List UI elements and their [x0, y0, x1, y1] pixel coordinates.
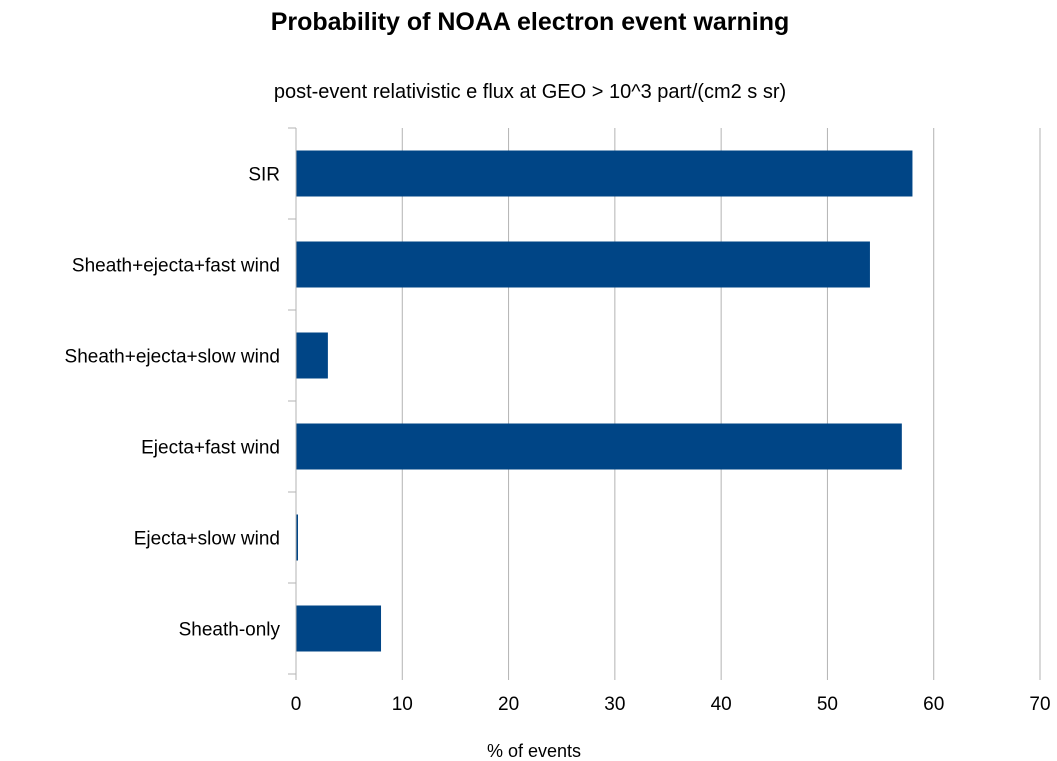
bar-sheath-ejecta-slow-wind	[296, 332, 328, 379]
category-label: Ejecta+slow wind	[134, 529, 280, 550]
x-tick-label: 0	[291, 694, 302, 715]
bar-ejecta-fast-wind	[296, 423, 902, 470]
bar-ejecta-slow-wind	[296, 514, 298, 561]
bar-sir	[296, 150, 913, 197]
x-tick-label: 50	[817, 694, 838, 715]
bars	[296, 150, 913, 652]
grid-lines	[295, 128, 1041, 674]
category-label: Sheath+ejecta+fast wind	[72, 256, 280, 277]
x-tick-label: 20	[498, 694, 519, 715]
x-tick-label: 30	[604, 694, 625, 715]
chart-subtitle: post-event relativistic e flux at GEO > …	[274, 81, 786, 103]
x-tick-label: 10	[392, 694, 413, 715]
chart-title: Probability of NOAA electron event warni…	[271, 8, 790, 36]
axis-labels: 0 10 20 30 40 50 60 70 SIR Sheath+ejecta+fast win…	[65, 165, 1051, 716]
category-label: Sheath-only	[179, 620, 281, 641]
category-label: Ejecta+fast wind	[141, 438, 280, 459]
x-tick-label: 40	[711, 694, 732, 715]
category-label: SIR	[248, 165, 280, 186]
bar-sheath-ejecta-fast-wind	[296, 241, 870, 288]
x-tick-label: 70	[1029, 694, 1050, 715]
axes	[288, 127, 1041, 680]
category-label: Sheath+ejecta+slow wind	[65, 347, 280, 368]
x-axis-title: % of events	[487, 741, 581, 761]
bar-sheath-only	[296, 605, 382, 652]
x-tick-label: 60	[923, 694, 944, 715]
